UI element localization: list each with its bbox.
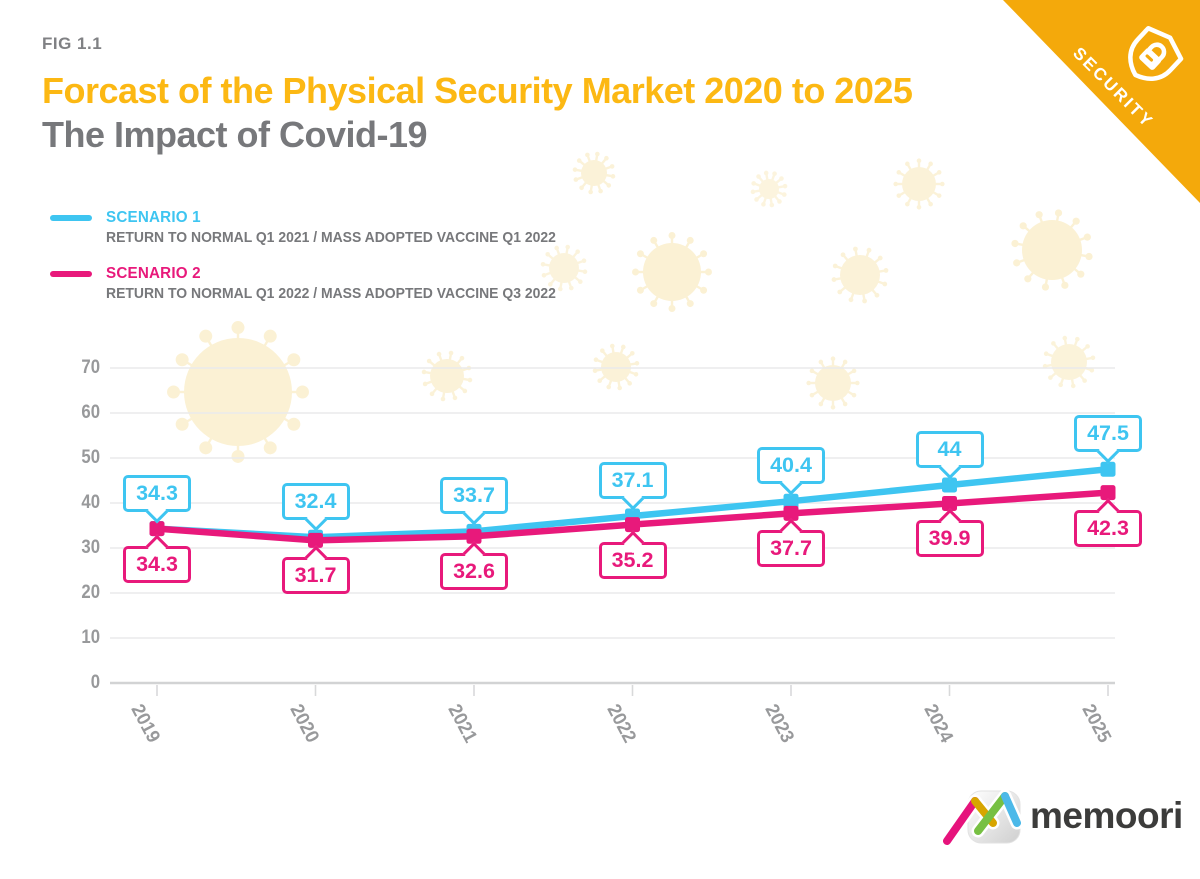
- legend-desc-scenario-2: RETURN TO NORMAL Q1 2022 / MASS ADOPTED …: [106, 285, 556, 302]
- virus-blob: [1042, 335, 1096, 389]
- memoori-logo: memoori: [942, 782, 1183, 850]
- marker-1-2024: [942, 477, 957, 493]
- virus-blob: [806, 356, 860, 410]
- chart-legend: SCENARIO 1 RETURN TO NORMAL Q1 2021 / MA…: [50, 208, 590, 320]
- legend-desc-scenario-1: RETURN TO NORMAL Q1 2021 / MASS ADOPTED …: [106, 229, 556, 246]
- marker-1-2023: [783, 493, 799, 509]
- shield-lock-icon: [1128, 25, 1184, 81]
- marker-2-2024: [942, 495, 957, 511]
- page-title: Forcast of the Physical Security Market …: [42, 70, 913, 111]
- virus-blob: [540, 244, 588, 292]
- legend-item-scenario-1: SCENARIO 1 RETURN TO NORMAL Q1 2021 / MA…: [50, 208, 590, 249]
- legend-name-scenario-1: SCENARIO 1: [106, 209, 201, 226]
- marker-1-2025: [1100, 461, 1116, 477]
- legend-name-scenario-2: SCENARIO 2: [106, 265, 201, 282]
- marker-2-2019: [149, 521, 165, 537]
- marker-2-2022: [625, 517, 640, 533]
- scenario-1-line-swatch: [50, 215, 92, 221]
- legend-item-scenario-2: SCENARIO 2 RETURN TO NORMAL Q1 2022 / MA…: [50, 264, 590, 305]
- marker-2-2025: [1100, 485, 1116, 501]
- memoori-logo-icon: [942, 789, 1024, 848]
- page-subtitle: The Impact of Covid-19: [42, 114, 428, 155]
- virus-blob: [893, 158, 945, 210]
- marker-2-2020: [308, 532, 323, 548]
- virus-blob: [831, 246, 889, 304]
- marker-2-2021: [466, 528, 482, 544]
- virus-blob: [592, 343, 640, 391]
- memoori-logo-text: memoori: [1030, 795, 1183, 836]
- fig-label: FIG 1.1: [42, 34, 103, 53]
- virus-blob: [632, 232, 712, 312]
- marker-2-2023: [783, 505, 799, 521]
- virus-blob: [750, 170, 788, 208]
- virus-blob: [167, 321, 309, 463]
- scenario-2-line-swatch: [50, 271, 92, 277]
- virus-blob: [572, 151, 616, 195]
- virus-blob: [1011, 209, 1093, 291]
